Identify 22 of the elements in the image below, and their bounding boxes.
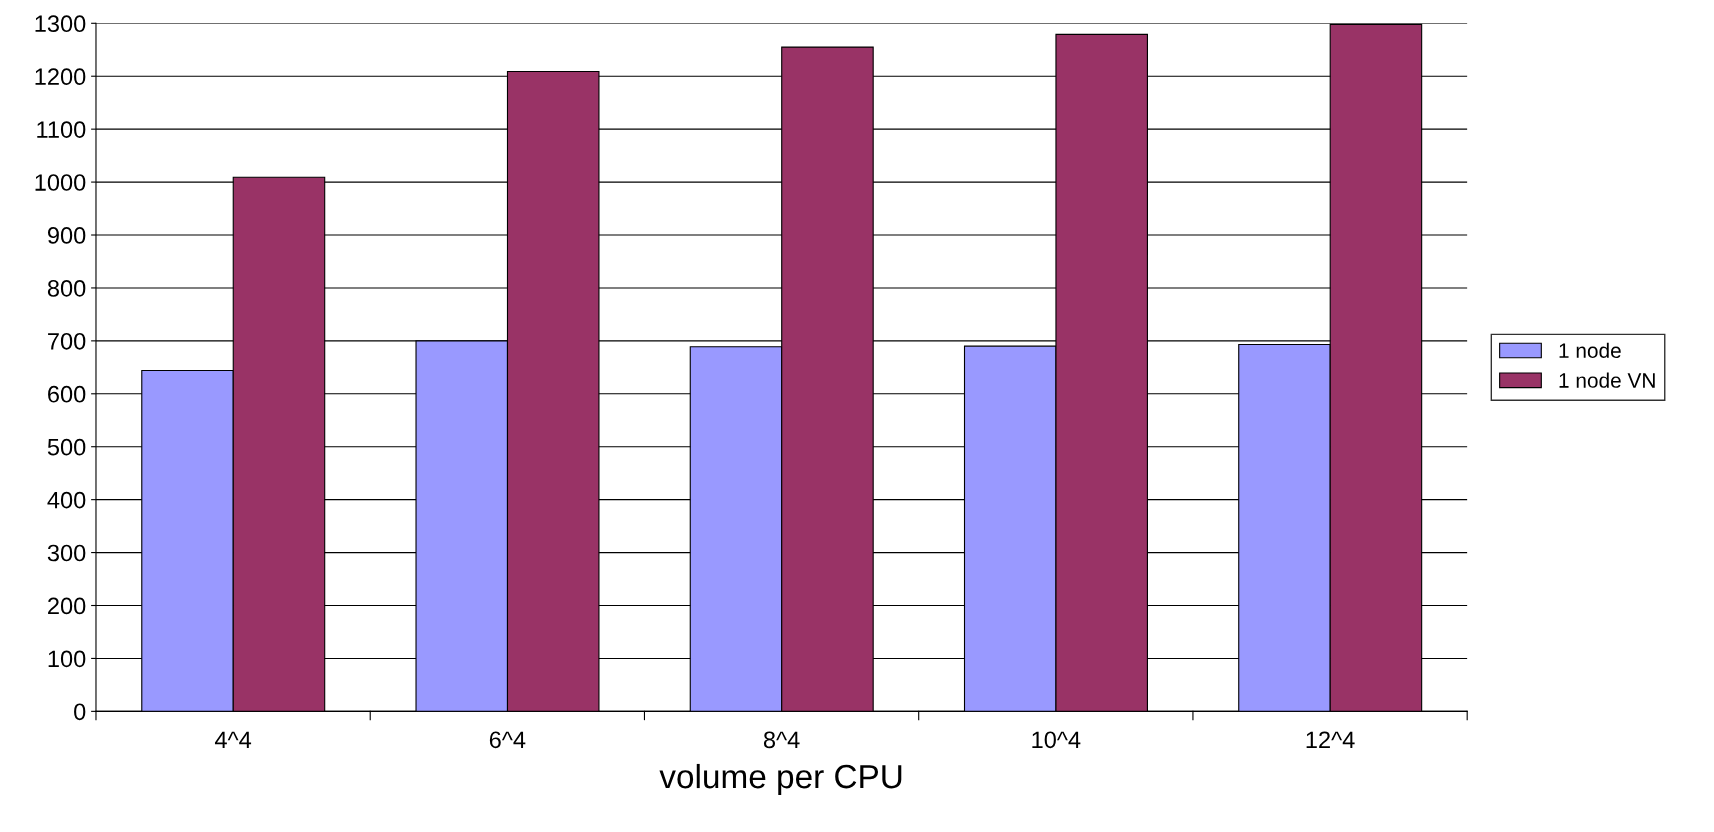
y-tick-label: 100	[48, 650, 86, 668]
legend-label: 1 node	[1559, 342, 1621, 358]
x-tick-label: 8^4	[763, 731, 800, 749]
y-tick-label: 700	[48, 332, 86, 350]
y-tick-label: 800	[47, 280, 86, 297]
x-axis-title: volume per CPU	[659, 763, 902, 795]
x-tick-label: 12^4	[1306, 731, 1355, 748]
y-tick-label: 500	[47, 438, 86, 456]
y-tick-label: 200	[48, 597, 86, 615]
y-tick-label: 300	[47, 544, 86, 562]
x-tick-label: 6^4	[489, 731, 526, 749]
y-tick-label: 600	[48, 385, 86, 403]
y-tick-label: 1200	[35, 68, 86, 86]
y-tick-label: 900	[47, 227, 86, 244]
x-tick-label: 10^4	[1032, 731, 1081, 749]
y-tick-label: 400	[47, 491, 86, 509]
y-tick-label: 0	[74, 703, 86, 721]
legend-label: 1 node VN	[1559, 372, 1655, 388]
y-tick-label: 1300	[35, 15, 86, 33]
y-tick-label: 1100	[37, 121, 86, 138]
y-tick-label: 1000	[35, 174, 86, 191]
x-tick-label: 4^4	[214, 731, 252, 748]
